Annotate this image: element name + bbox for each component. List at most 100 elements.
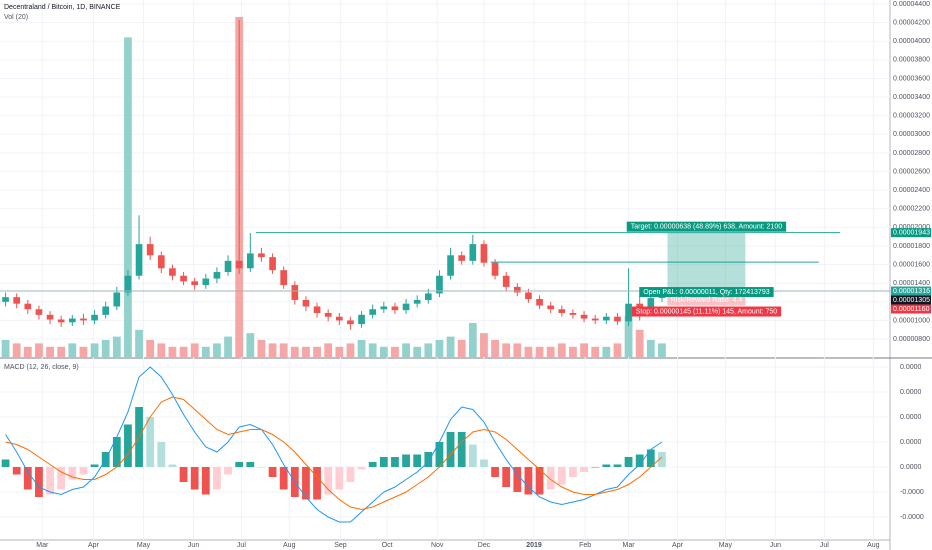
position-label-bg [631,306,782,317]
candle-body [24,303,32,310]
x-tick-label: Nov [431,542,444,549]
histogram-bar [646,449,655,467]
histogram-bar [413,454,422,467]
position-ratio: Risk/Reward Ratio: 4.4 [671,297,743,304]
candle-body [536,299,543,306]
volume-bar [379,346,388,357]
volume-bar [290,346,299,357]
signal-line [5,396,663,511]
volume-bar [268,343,277,357]
histogram-bar [613,464,622,467]
volume-bar [279,343,288,357]
x-tick-label: Jul [820,542,829,549]
volume-bar [257,340,266,357]
position-label: Open P&L: 0.00000011, Qty: 172413793 [643,289,769,296]
candle-body [124,275,132,293]
histogram-bar [480,459,488,467]
candle-body [502,275,510,287]
histogram-bar [391,457,399,467]
y-tick-label: 0.0000 [900,439,922,446]
candle-body [91,314,98,321]
candle-body [258,253,265,258]
y-tick-label: 0.00002600 [893,168,930,175]
candle-body [558,309,566,313]
candle-body [647,298,655,313]
candle-body [246,253,254,269]
x-tick-label: Jun [188,542,199,549]
y-tick-label: 0.00002200 [893,206,930,213]
y-tick-label: -0.0000 [900,489,924,496]
histogram-bar [12,467,21,475]
y-tick-label: 0.00003800 [893,57,930,64]
volume-bar [168,346,177,357]
x-tick-label: Dec [478,542,491,549]
volume-bar [179,346,188,357]
candle-body [580,314,588,319]
candle-body [547,305,555,310]
candle-body [591,318,599,321]
candle-body [436,275,443,294]
volume-bar [213,343,221,357]
candle-body [458,255,466,261]
volume-bar [68,343,77,357]
volume-label: Vol (20) [4,14,28,21]
candle-body [169,268,176,276]
y-tick-label: 0.00004400 [893,1,930,8]
y-tick-label: 0.00003400 [893,94,930,101]
volume-bar [224,336,232,357]
volume-bar [424,343,433,357]
y-tick-label: 0.00003000 [893,131,930,138]
candle-body [369,309,377,315]
histogram-bar [424,452,433,467]
price-marker-label: 0.00001943 [893,230,930,237]
candle-body [213,272,221,279]
x-tick-label: Mar [623,542,636,549]
candle-body [13,297,21,304]
histogram-bar [168,464,177,467]
histogram-bar [580,467,588,472]
candle-body [280,270,288,286]
histogram-bar [279,467,288,490]
volume-bar [368,343,377,357]
volume-bar [513,343,522,357]
histogram-bar [557,467,566,485]
volume-bar [468,323,477,357]
price-marker-label: 0.00001160 [893,306,930,313]
histogram-bar [379,457,388,467]
candle-body [525,292,532,300]
x-tick-label: Jun [770,542,781,549]
histogram-bar [190,467,199,490]
histogram-bar [23,467,32,490]
volume-bar [57,346,66,357]
candle-body [424,293,432,300]
volume-bar [402,343,410,357]
histogram-bar [435,442,444,467]
histogram-bar [201,467,210,495]
candle-body [380,306,388,310]
volume-bar [435,340,444,357]
candle-body [625,303,632,322]
histogram-bar [357,467,366,470]
y-tick-label: 0.00001600 [893,261,930,268]
volume-bar [635,329,644,357]
price-marker-bg [891,295,931,305]
histogram-bar [246,462,255,467]
histogram-bar [635,454,644,467]
candle-body [146,244,154,256]
price-marker-label: 0.00001316 [893,288,930,295]
x-tick-label: Apr [672,542,684,549]
y-tick-label: 0.00003200 [893,113,930,120]
candle-body [235,260,243,269]
x-tick-label: Aug [283,542,296,549]
histogram-bar [546,467,555,490]
volume-bar [502,343,511,357]
histogram-bar [268,467,277,477]
histogram-bar [224,467,232,475]
x-tick-label: Mar [36,542,49,549]
volume-bar [480,333,488,357]
candle-body [102,306,110,315]
volume-bar [79,346,88,357]
candle-body [202,278,210,286]
candle-body [469,244,477,261]
